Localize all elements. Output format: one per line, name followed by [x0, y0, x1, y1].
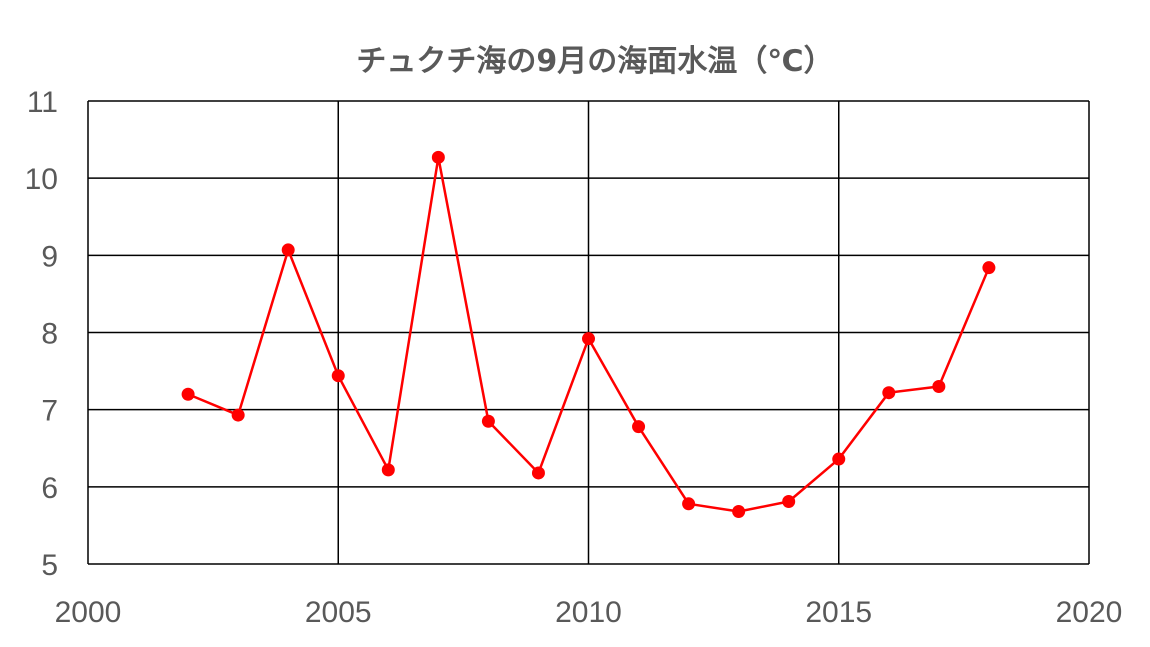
data-point: [481, 414, 495, 428]
x-tick-label: 2020: [1056, 596, 1123, 629]
y-tick-label: 9: [41, 240, 58, 273]
data-point: [982, 261, 996, 275]
data-point: [732, 505, 746, 519]
data-point: [932, 380, 946, 394]
data-point: [381, 463, 395, 477]
x-tick-label: 2000: [55, 596, 122, 629]
data-point: [832, 452, 846, 466]
y-tick-label: 8: [41, 318, 58, 351]
data-point: [882, 386, 896, 400]
data-point: [782, 494, 796, 508]
x-tick-label: 2010: [555, 596, 622, 629]
data-point: [331, 369, 345, 383]
data-point: [281, 243, 295, 257]
x-tick-label: 2015: [805, 596, 872, 629]
x-tick-label: 2005: [305, 596, 372, 629]
y-tick-label: 11: [27, 86, 58, 119]
data-point: [632, 420, 646, 434]
chart-title: チュクチ海の9月の海面水温（℃）: [356, 44, 834, 79]
y-tick-label: 7: [41, 395, 58, 428]
y-tick-label: 10: [25, 163, 58, 196]
data-point: [431, 150, 445, 164]
data-point: [682, 497, 696, 511]
data-point: [582, 332, 595, 346]
y-tick-label: 6: [41, 472, 58, 505]
data-point: [181, 387, 195, 401]
y-tick-label: 5: [41, 549, 58, 582]
data-point: [231, 408, 245, 422]
data-point: [531, 466, 545, 480]
